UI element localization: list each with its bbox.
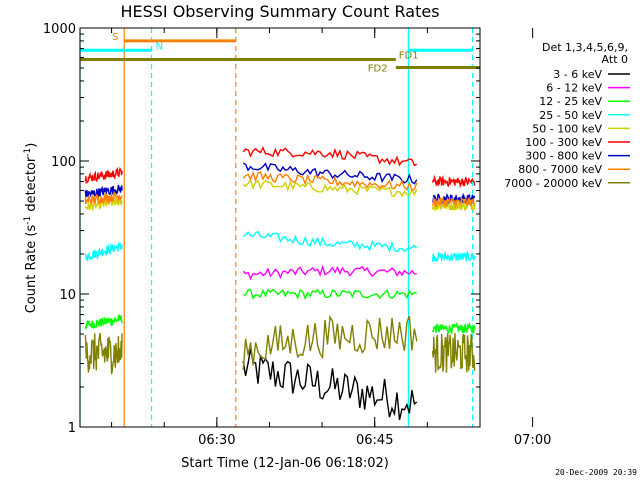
series-line-2-0 (84, 314, 123, 329)
series-line-7-0 (84, 190, 123, 205)
series-line-8-0 (84, 332, 123, 375)
series-line-1-1 (242, 264, 417, 281)
series-line-4-0 (84, 197, 123, 211)
x-axis-label: Start Time (12-Jan-06 06:18:02) (181, 456, 389, 471)
flag-label-1: N (156, 41, 163, 52)
flag-label-0: S (112, 32, 118, 43)
series-line-3-0 (84, 241, 123, 262)
series-line-4-1 (242, 178, 418, 198)
y-axis: 1 10 100 1000 (43, 22, 480, 436)
legend-label-4: 50 - 100 keV (532, 122, 602, 135)
y-tick-label-1: 10 (59, 288, 76, 303)
y-axis-label-part3: ) (24, 143, 39, 148)
chart-title: HESSI Observing Summary Count Rates (120, 2, 439, 21)
y-axis-label: Count Rate (s-1 detector-1) (23, 143, 39, 314)
series-line-3-2 (431, 250, 476, 263)
series-line-2-2 (431, 321, 476, 335)
legend-label-2: 12 - 25 keV (539, 95, 602, 108)
flag-label-3: FD1 (399, 50, 419, 61)
legend-label-7: 800 - 7000 keV (518, 163, 602, 176)
legend-label-8: 7000 - 20000 keV (504, 177, 602, 190)
y-axis-label-sup1: -1 (23, 216, 33, 225)
series-line-5-0 (84, 166, 123, 184)
series-line-0-1 (242, 348, 418, 420)
y-axis-label-sup2: -1 (23, 148, 33, 157)
y-tick-label-2: 100 (51, 155, 76, 170)
series-line-6-1 (242, 162, 418, 185)
series-line-7-1 (242, 170, 418, 192)
series-line-6-0 (84, 184, 123, 198)
series-line-8-2 (431, 332, 476, 373)
series-line-7-2 (431, 195, 476, 210)
x-tick-label-2: 07:00 (514, 433, 551, 448)
x-tick-label-1: 06:45 (356, 433, 393, 448)
legend-header-1: Det 1,3,4,5,6,9, (542, 41, 628, 54)
legend-label-3: 25 - 50 keV (539, 109, 602, 122)
series-line-8-1 (242, 314, 418, 370)
series-line-3-1 (242, 230, 418, 254)
flag-label-4: FD2 (368, 63, 388, 74)
y-tick-label-3: 1000 (43, 22, 76, 37)
timestamp: 20-Dec-2009 20:39 (555, 468, 637, 477)
flag-bars: S N FD1 FD2 (80, 32, 480, 74)
y-axis-label-part1: Count Rate (s (24, 225, 39, 314)
plot-frame (79, 27, 481, 428)
legend-label-6: 300 - 800 keV (525, 150, 602, 163)
legend-header-2: Att 0 (602, 53, 628, 66)
y-tick-label-0: 1 (68, 421, 76, 436)
series-line-2-1 (243, 288, 417, 301)
x-tick-label-0: 06:30 (198, 433, 235, 448)
series-group (84, 146, 476, 420)
y-axis-label-part2: detector (24, 156, 39, 216)
series-line-5-1 (242, 146, 418, 167)
legend-label-5: 100 - 300 keV (525, 136, 602, 149)
series-line-5-2 (431, 174, 476, 189)
legend-label-1: 6 - 12 keV (546, 82, 602, 95)
legend-label-0: 3 - 6 keV (553, 68, 602, 81)
